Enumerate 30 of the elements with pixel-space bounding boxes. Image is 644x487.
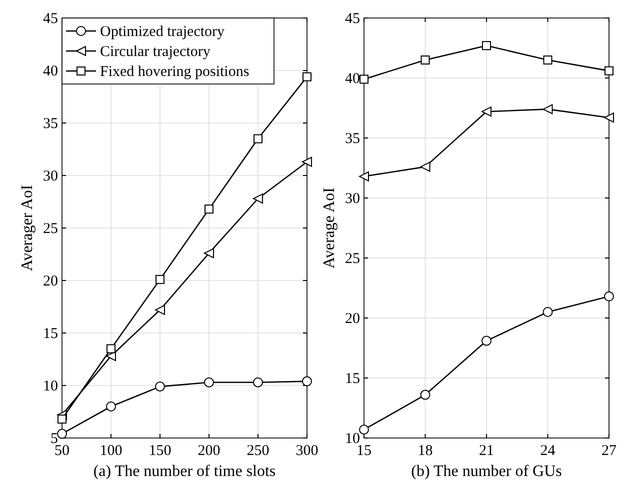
y-tick-label: 15 [345,371,360,387]
y-tick-label: 40 [345,71,360,87]
x-tick-label: 300 [296,443,318,459]
y-tick-label: 15 [43,326,58,342]
y-tick-label: 45 [345,11,360,27]
y-tick-label: 25 [43,221,58,237]
x-tick-label: 150 [148,443,172,459]
x-tick-label: 250 [246,443,270,459]
legend-label: Circular trajectory [100,44,211,60]
y-tick-label: 35 [43,116,58,132]
y-tick-label: 35 [345,131,360,147]
y-tick-label: 25 [345,251,360,267]
x-tick-label: 24 [540,443,556,459]
y-tick-label: 20 [345,311,360,327]
y-tick-label: 30 [43,168,58,184]
y-tick-label: 45 [43,11,58,27]
y-tick-label: 20 [43,274,58,290]
y-tick-label: 40 [43,64,58,80]
y-tick-label: 30 [345,191,360,207]
legend-label: Optimized trajectory [100,24,226,40]
x-tick-label: 21 [479,443,494,459]
x-tick-label: 50 [54,443,70,459]
legend-label: Fixed hovering positions [100,64,250,80]
x-tick-label: 18 [418,443,433,459]
x-tick-label: 27 [602,443,617,459]
y-axis-title: Averager AoI [19,184,36,272]
x-tick-label: 200 [198,443,220,459]
y-axis-title: Average AoI [321,188,338,268]
x-tick-label: 100 [100,443,122,459]
y-tick-label: 10 [43,378,58,394]
